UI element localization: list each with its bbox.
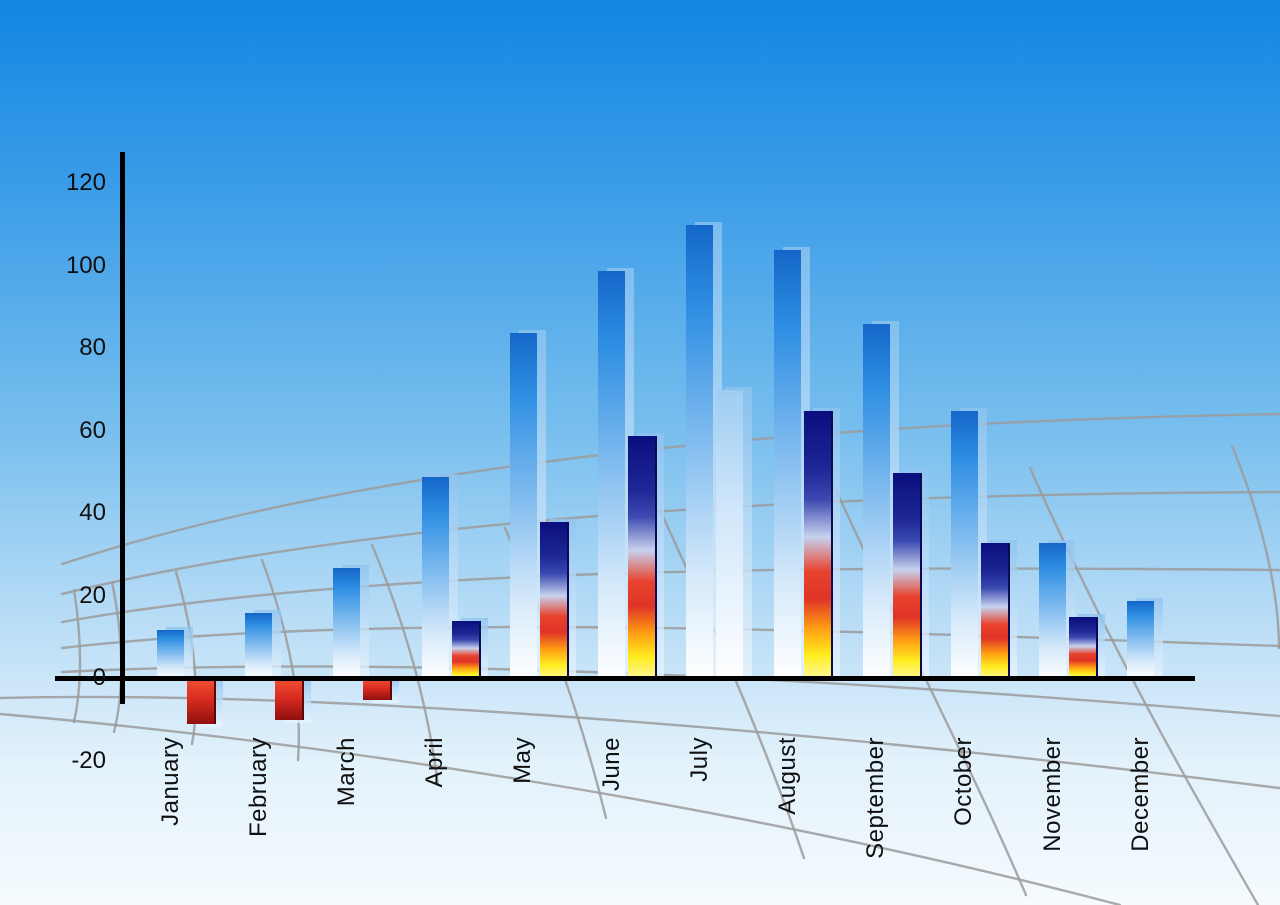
bar-secondary-july [716, 390, 744, 680]
bar-primary-march [333, 567, 361, 679]
y-tick-20: 20 [79, 581, 106, 609]
x-tick-april: April [421, 737, 449, 788]
y-tick-0: 0 [92, 664, 106, 691]
y-tick-60: 60 [79, 416, 106, 444]
x-tick-november: November [1038, 737, 1066, 852]
bar-primary-may [509, 332, 537, 679]
grid-radial-lines [72, 444, 1280, 905]
bar-primary-november [1039, 542, 1066, 679]
x-tick-december: December [1126, 737, 1154, 852]
bar-secondary-march [363, 679, 393, 700]
bar-primary-february [245, 613, 273, 679]
y-tick-40: 40 [79, 499, 106, 526]
y-tick-80: 80 [79, 334, 106, 361]
y-axis-line [120, 152, 125, 704]
bar-secondary-january [187, 679, 216, 725]
bar-primary-april [421, 476, 449, 679]
y-tick--20: -20 [71, 746, 106, 774]
bar-primary-october [950, 410, 978, 679]
x-tick-march: March [332, 737, 360, 807]
x-tick-june: June [597, 737, 625, 792]
bar-secondary-november [1069, 617, 1098, 679]
x-axis-zero-line [55, 676, 1195, 681]
x-tick-january: January [156, 737, 184, 826]
bar-primary-december [1127, 600, 1155, 679]
bar-primary-august [774, 250, 802, 679]
bar-primary-june [598, 270, 625, 679]
bar-secondary-june [628, 435, 657, 679]
x-tick-july: July [685, 737, 713, 782]
bar-primary-september [862, 324, 890, 680]
x-tick-september: September [862, 737, 890, 859]
y-tick-100: 100 [65, 251, 106, 279]
x-tick-october: October [950, 737, 978, 826]
x-tick-may: May [509, 737, 537, 784]
bar-secondary-may [539, 522, 569, 680]
x-tick-august: August [773, 737, 801, 815]
bar-secondary-april [451, 621, 481, 680]
bar-secondary-september [892, 472, 922, 680]
bar-primary-january [157, 629, 184, 679]
bar-secondary-october [980, 542, 1010, 679]
bar-secondary-february [275, 679, 305, 721]
y-tick-120: 120 [65, 169, 106, 196]
x-tick-february: February [244, 737, 272, 838]
bar-secondary-august [804, 410, 834, 679]
bar-primary-july [686, 225, 714, 680]
